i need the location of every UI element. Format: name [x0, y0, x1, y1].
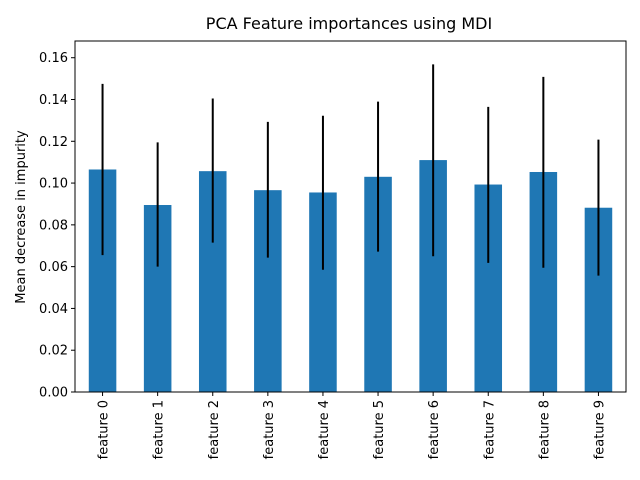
x-axis: feature 0 feature 1 feature 2 feature 3 feat… [97, 392, 607, 459]
x-tick-label: feature 9 [592, 400, 607, 459]
y-axis-label: Mean decrease in impurity [14, 130, 29, 304]
y-tick-label: 0.16 [39, 51, 68, 66]
y-tick-label: 0.08 [39, 218, 68, 233]
y-tick-label: 0.06 [39, 260, 68, 275]
y-tick-label: 0.14 [39, 93, 68, 108]
y-tick-label: 0.04 [39, 302, 68, 317]
y-tick-label: 0.00 [39, 386, 68, 401]
x-tick-label: feature 0 [97, 400, 112, 459]
plot-frame [74, 40, 627, 393]
x-tick-label: feature 1 [152, 400, 167, 459]
y-tick-label: 0.10 [39, 177, 68, 192]
chart-title: PCA Feature importances using MDI [206, 14, 492, 33]
x-tick-label: feature 8 [537, 400, 552, 459]
x-tick-label: feature 7 [482, 400, 497, 459]
y-tick-label: 0.12 [39, 135, 68, 150]
y-axis: 0.00 0.02 0.04 0.06 0.08 0.10 0.12 0.14 0.16 [39, 51, 75, 401]
error-bars [101, 64, 600, 276]
y-tick-label: 0.02 [39, 344, 68, 359]
x-tick-label: feature 4 [317, 400, 332, 459]
x-tick-label: feature 5 [372, 400, 387, 459]
x-tick-label: feature 6 [427, 400, 442, 459]
x-tick-label: feature 2 [207, 400, 222, 459]
x-tick-label: feature 3 [262, 400, 277, 459]
bars [88, 160, 613, 392]
